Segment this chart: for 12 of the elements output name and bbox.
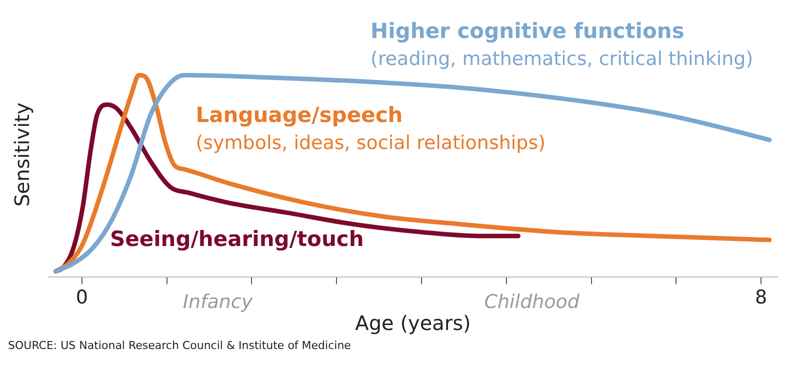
text: Childhood <box>484 291 580 314</box>
source-note: SOURCE: US National Research Council & Institute of Medicine <box>8 339 352 352</box>
series-label: Seeing/hearing/touch <box>110 226 364 251</box>
x-axis-title: Age (years) <box>355 311 471 336</box>
series-label: Higher cognitive functions <box>370 18 684 43</box>
x-tick-label: 0 <box>76 286 88 309</box>
text: (reading, mathematics, critical thinking) <box>370 48 754 70</box>
y-axis-title: Sensitivity <box>10 102 34 207</box>
annotation: (symbols, ideas, social relationships) <box>196 132 546 154</box>
series-label: Language/speech <box>196 103 403 128</box>
x-tick-label: 8 <box>754 286 768 309</box>
text: Infancy <box>182 291 254 314</box>
